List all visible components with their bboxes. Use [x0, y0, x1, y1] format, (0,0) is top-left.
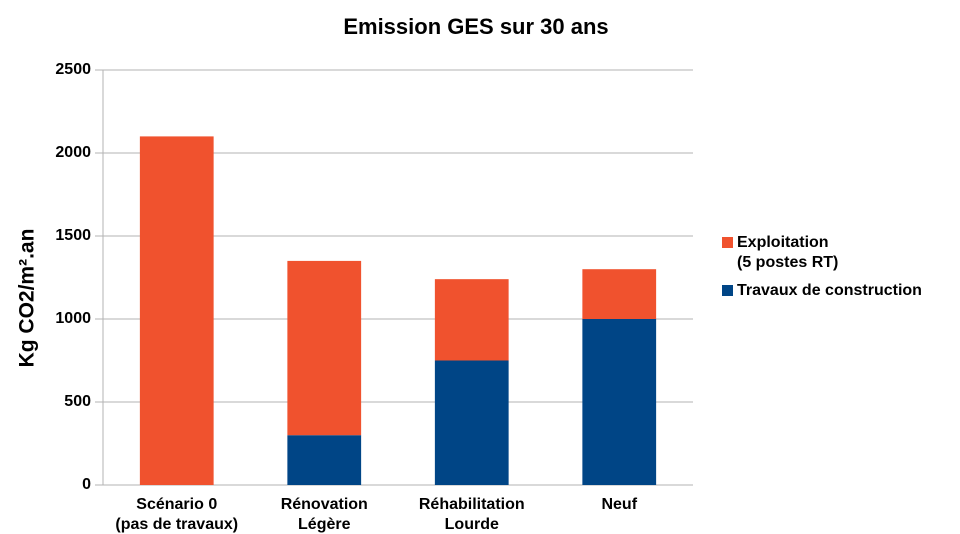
y-tick-label: 1000 [55, 310, 91, 327]
bar-segment [582, 269, 657, 319]
x-tick-label: Neuf [601, 496, 637, 513]
bar-segment [582, 319, 657, 485]
bar-segment [287, 435, 362, 485]
bar-segment [287, 260, 362, 436]
bar-segment [434, 360, 509, 485]
y-tick-label: 2500 [55, 61, 91, 78]
legend-swatch [722, 237, 733, 248]
legend-label: Travaux de construction [737, 282, 922, 299]
y-tick-label: 500 [64, 393, 91, 410]
chart-title: Emission GES sur 30 ans [343, 14, 608, 39]
x-tick-label: Scénario 0 (pas de travaux) [115, 496, 238, 533]
y-tick-label: 1500 [55, 227, 91, 244]
bar-segment [434, 279, 509, 361]
y-tick-label: 2000 [55, 144, 91, 161]
bar-segment [139, 136, 214, 485]
x-tick-label: Rénovation Légère [281, 496, 368, 533]
y-tick-label: 0 [82, 476, 91, 493]
y-axis-label: Kg CO2/m².an [16, 229, 39, 368]
legend-swatch [722, 285, 733, 296]
legend-label: Exploitation (5 postes RT) [737, 234, 838, 271]
x-tick-label: Réhabilitation Lourde [419, 496, 525, 533]
